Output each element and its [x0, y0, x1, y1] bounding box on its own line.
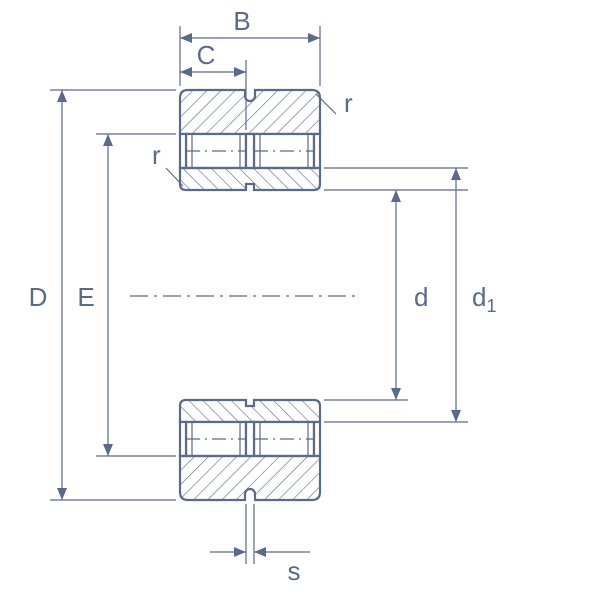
upper-half	[180, 90, 320, 190]
dimension-d: d	[324, 190, 468, 400]
label-d1: d1	[472, 282, 496, 316]
lower-half	[180, 400, 320, 500]
outer-ring-bottom	[180, 456, 320, 500]
label-C: C	[197, 40, 216, 70]
dimension-r-outer: r	[316, 88, 353, 118]
label-d: d	[414, 282, 428, 312]
inner-ring-top	[180, 168, 320, 190]
label-E: E	[77, 282, 94, 312]
bearing-cross-section-diagram: B C r r D E	[0, 0, 600, 600]
dimension-d1: d1	[324, 168, 496, 422]
dimension-r-inner: r	[152, 140, 183, 186]
outer-ring-top	[180, 90, 320, 134]
label-D: D	[29, 282, 48, 312]
label-s: s	[288, 556, 301, 586]
inner-ring-bottom	[180, 400, 320, 422]
label-B: B	[233, 6, 250, 36]
dimension-E: E	[77, 134, 176, 456]
label-r-outer: r	[344, 88, 353, 118]
dimension-s: s	[210, 504, 310, 586]
label-r-inner: r	[152, 140, 161, 170]
